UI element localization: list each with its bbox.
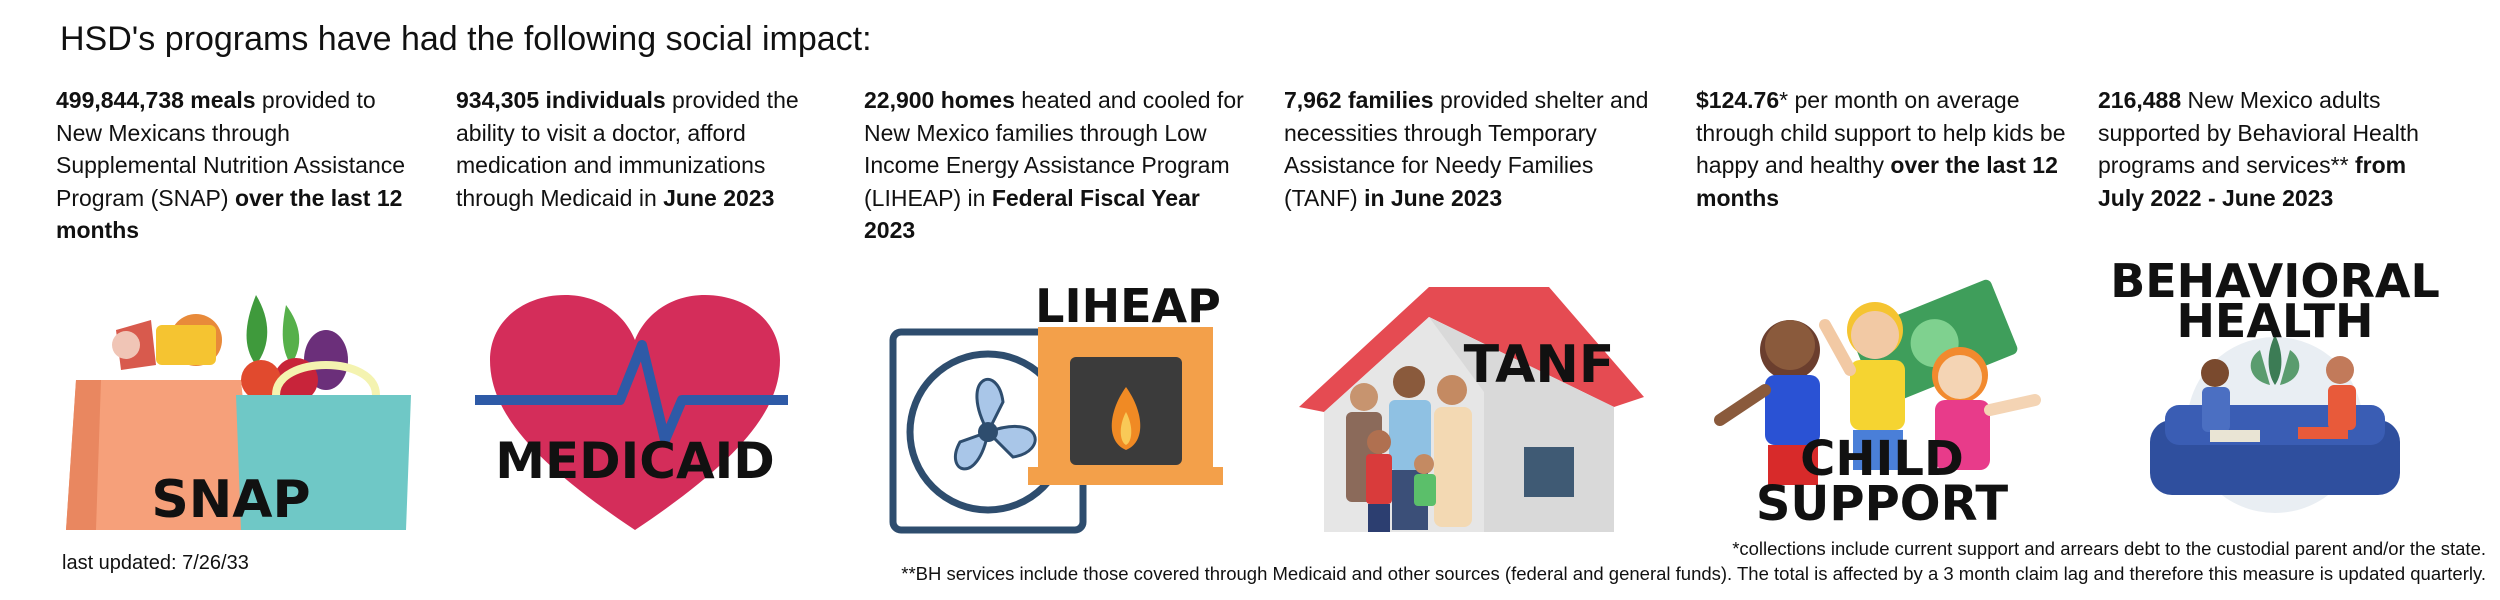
stat-medicaid-text: provided the ability to visit a doctor, … bbox=[456, 87, 799, 211]
fan-fireplace-icon: LIHEAP bbox=[888, 279, 1228, 537]
bh-label-line1: BEHAVIORAL bbox=[2110, 254, 2440, 308]
stat-snap-strong: 499,844,738 meals bbox=[56, 87, 256, 113]
stat-child-support-strong: $124.76 bbox=[1696, 87, 1780, 113]
child-label-line2: SUPPORT bbox=[1756, 476, 2009, 532]
stat-liheap-strong: 22,900 homes bbox=[864, 87, 1015, 113]
grocery-bags-icon: SNAP bbox=[56, 285, 416, 535]
stat-liheap-strong2: Federal Fiscal Year 2023 bbox=[864, 184, 1200, 244]
last-updated: last updated: 7/26/33 bbox=[62, 552, 249, 574]
stat-medicaid-strong2: June 2023 bbox=[663, 184, 775, 211]
stat-tanf-strong2: in June 2023 bbox=[1364, 184, 1503, 211]
stat-snap-strong2: over the last 12 months bbox=[56, 184, 403, 244]
stat-bh-strong2: from July 2022 - June 2023 bbox=[2098, 152, 2407, 211]
child-label-line1: CHILD bbox=[1800, 431, 1964, 487]
stat-tanf-strong: 7,962 families bbox=[1284, 87, 1434, 113]
page-title: HSD's programs have had the following so… bbox=[60, 20, 872, 58]
footnote-child-support: *collections include current support and… bbox=[1732, 538, 2486, 559]
medicaid-label: MEDICAID bbox=[495, 432, 775, 490]
stat-bh-text: New Mexico adults supported by Behaviora… bbox=[2098, 87, 2419, 178]
tanf-label: TANF bbox=[1464, 335, 1615, 395]
heart-ecg-icon: MEDICAID bbox=[470, 290, 800, 535]
bh-label-line2: HEALTH bbox=[2176, 294, 2373, 348]
stat-snap-text: provided to New Mexicans through Supplem… bbox=[56, 87, 406, 211]
stat-snap: 499,844,738 meals provided to New Mexica… bbox=[56, 84, 416, 247]
stat-child-support-text: * per month on average through child sup… bbox=[1696, 87, 2066, 178]
stat-medicaid: 934,305 individuals provided the ability… bbox=[456, 84, 811, 214]
stat-liheap-text: heated and cooled for New Mexico familie… bbox=[864, 87, 1244, 211]
stat-tanf: 7,962 families provided shelter and nece… bbox=[1284, 84, 1659, 214]
stat-liheap: 22,900 homes heated and cooled for New M… bbox=[864, 84, 1249, 247]
children-money-icon: CHILD SUPPORT bbox=[1710, 265, 2050, 535]
liheap-label: LIHEAP bbox=[1035, 279, 1221, 333]
snap-label: SNAP bbox=[151, 470, 310, 530]
stat-medicaid-strong: 934,305 individuals bbox=[456, 87, 666, 113]
stat-child-support: $124.76* per month on average through ch… bbox=[1696, 84, 2066, 214]
stat-tanf-text: provided shelter and necessities through… bbox=[1284, 87, 1649, 211]
house-family-icon: TANF bbox=[1284, 282, 1654, 537]
footnote-behavioral-health: **BH services include those covered thro… bbox=[901, 563, 2486, 584]
stat-child-support-strong2: over the last 12 months bbox=[1696, 152, 2058, 211]
therapy-session-icon: BEHAVIORAL HEALTH bbox=[2090, 254, 2460, 515]
stat-bh-strong: 216,488 bbox=[2098, 87, 2182, 113]
stat-behavioral-health: 216,488 New Mexico adults supported by B… bbox=[2098, 84, 2458, 214]
